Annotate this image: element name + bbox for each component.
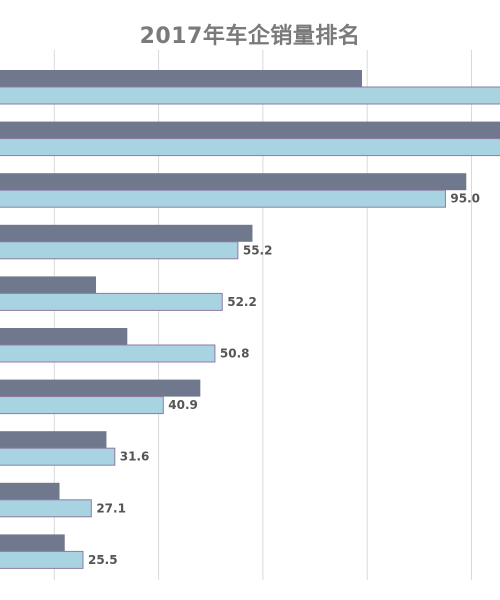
bar-series-a [0, 70, 362, 87]
data-label: 25.5 [88, 553, 118, 567]
data-label: 27.1 [96, 501, 126, 515]
data-label: 31.6 [120, 450, 150, 464]
bar-series-b [0, 499, 92, 518]
bar-series-a [0, 121, 500, 139]
bar-series-a [0, 224, 253, 242]
chart-title: 2017年车企销量排名 [139, 24, 361, 49]
bar-series-b [0, 86, 500, 105]
data-label: 50.8 [220, 347, 250, 361]
bar-series-b [0, 344, 216, 363]
bar-series-b [0, 189, 446, 208]
bar-series-b [0, 550, 84, 569]
bar-series-a [0, 534, 65, 552]
bar-series-b [0, 396, 164, 415]
bar-series-a [0, 482, 60, 500]
bar-series-a [0, 328, 128, 345]
bar-series-a [0, 431, 107, 449]
data-label: 95.0 [450, 192, 480, 206]
data-label: 52.2 [227, 295, 257, 309]
bar-series-b [0, 447, 116, 466]
bar-series-b [0, 241, 239, 260]
bar-series-a [0, 173, 467, 191]
data-label: 40.9 [168, 398, 198, 412]
bar-series-b [0, 138, 500, 157]
bar-series-b [0, 292, 223, 311]
bar-series-a [0, 379, 201, 397]
data-label: 55.2 [243, 243, 273, 257]
bar-series-a [0, 276, 97, 294]
